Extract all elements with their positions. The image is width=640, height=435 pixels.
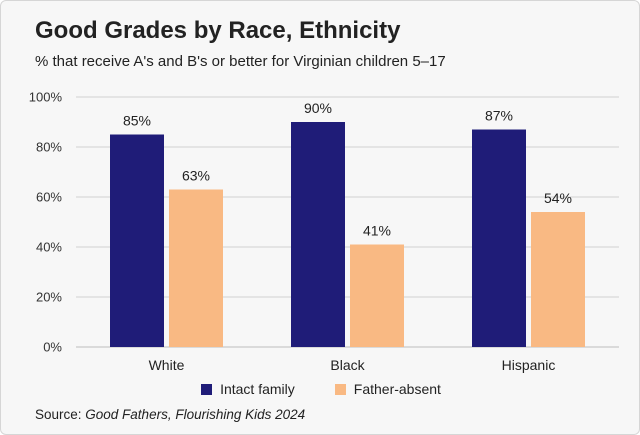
y-tick-label: 20%: [36, 290, 62, 305]
legend-label-intact-family: Intact family: [220, 381, 295, 397]
x-category-label: Hispanic: [502, 357, 556, 373]
data-label-father-absent-hispanic: 54%: [544, 190, 572, 206]
legend-swatch-father-absent: [334, 383, 346, 395]
data-label-intact-family-white: 85%: [123, 113, 151, 129]
chart-subtitle: % that receive A's and B's or better for…: [35, 53, 446, 70]
source-prefix: Source:: [35, 407, 86, 422]
y-tick-label: 60%: [36, 190, 62, 205]
legend-item-intact-family: Intact family: [201, 381, 295, 397]
data-label-intact-family-hispanic: 87%: [485, 108, 513, 124]
bar-intact-family-black: [291, 122, 345, 347]
y-tick-label: 80%: [36, 140, 62, 155]
legend-item-father-absent: Father-absent: [334, 381, 441, 397]
bar-intact-family-white: [110, 134, 164, 347]
x-category-label: Black: [330, 357, 365, 373]
legend: Intact family Father-absent: [1, 381, 639, 397]
y-tick-label: 40%: [36, 240, 62, 255]
bar-father-absent-black: [350, 244, 404, 347]
data-label-intact-family-black: 90%: [304, 100, 332, 116]
x-category-label: White: [149, 357, 185, 373]
bar-intact-family-hispanic: [472, 129, 526, 347]
source-work: Good Fathers, Flourishing Kids 2024: [85, 407, 306, 422]
bar-father-absent-white: [169, 189, 223, 347]
bar-father-absent-hispanic: [531, 212, 585, 347]
chart-title: Good Grades by Race, Ethnicity: [35, 17, 401, 44]
legend-label-father-absent: Father-absent: [353, 381, 441, 397]
source-note: Source: Good Fathers, Flourishing Kids 2…: [35, 407, 305, 422]
data-label-father-absent-black: 41%: [363, 223, 391, 239]
data-label-father-absent-white: 63%: [182, 168, 210, 184]
y-tick-label: 0%: [43, 340, 62, 355]
y-tick-label: 100%: [29, 90, 63, 105]
legend-swatch-intact-family: [201, 383, 213, 395]
